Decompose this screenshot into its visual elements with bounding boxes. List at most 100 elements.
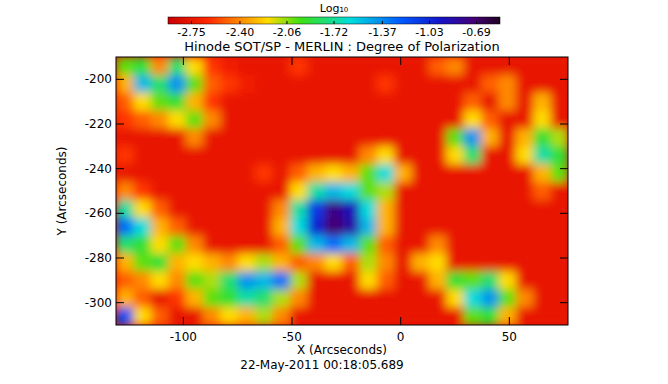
cell [220,289,238,307]
cell [516,164,534,182]
cell [307,57,325,75]
x-tick-top [509,57,510,65]
cell [377,182,395,200]
cell [429,93,447,111]
cell [203,307,221,325]
cell [255,254,273,272]
cell [446,128,464,146]
cell [533,182,551,200]
cell [220,218,238,236]
cell [307,93,325,111]
cell [272,146,290,164]
cell [533,254,551,272]
cell [203,200,221,218]
cells [116,57,568,325]
cell [412,289,430,307]
cell [325,57,343,75]
cell [429,236,447,254]
y-tick-label: -280 [85,251,112,265]
cell [429,254,447,272]
cell [255,93,273,111]
cell [220,254,238,272]
cell [394,289,412,307]
cell [429,128,447,146]
cell [220,271,238,289]
cell [551,93,568,111]
x-tick [292,317,293,325]
cell [342,75,360,93]
cell [255,200,273,218]
y-tick-label: -200 [85,72,112,86]
cell [464,75,482,93]
cell [533,146,551,164]
cell [412,111,430,129]
cell [238,271,256,289]
cell [133,93,151,111]
cell [255,57,273,75]
cell [377,57,395,75]
cell [325,75,343,93]
cell [151,289,169,307]
cell [290,218,308,236]
cell [429,289,447,307]
cell [412,218,430,236]
colorbar-tick [334,21,335,24]
colorbar-tick-label: -2.40 [226,26,254,39]
cell [481,146,499,164]
cell [394,75,412,93]
cell [116,128,134,146]
cell [307,182,325,200]
cell [342,57,360,75]
cell [533,111,551,129]
cell [186,111,204,129]
cell [533,271,551,289]
cell [186,164,204,182]
cell [412,75,430,93]
cell [203,182,221,200]
x-axis-label: X (Arcseconds) [297,343,387,357]
plot-frame [116,57,568,325]
cell [168,93,186,111]
cell [446,254,464,272]
cell [342,236,360,254]
cell [151,93,169,111]
cell [186,289,204,307]
cell [133,307,151,325]
cell [238,307,256,325]
x-tick-label: -100 [170,330,197,344]
cell [272,200,290,218]
cell [203,164,221,182]
cell [481,289,499,307]
cell [151,182,169,200]
cell [342,200,360,218]
cell [464,254,482,272]
cell [151,271,169,289]
cell [377,254,395,272]
cell [151,75,169,93]
cell [429,111,447,129]
cell [307,111,325,129]
cell [464,57,482,75]
cell [272,57,290,75]
cell [429,200,447,218]
cell [429,271,447,289]
cell [533,93,551,111]
cell [168,289,186,307]
cell [220,111,238,129]
cell [359,254,377,272]
cell [429,164,447,182]
cell [342,146,360,164]
cell [186,128,204,146]
cell [307,254,325,272]
cell [272,182,290,200]
cell [307,164,325,182]
cell [186,75,204,93]
cell [394,128,412,146]
x-tick-label: 0 [397,330,405,344]
y-tick-label: -260 [85,206,112,220]
cell [133,289,151,307]
cell [272,164,290,182]
cell [498,218,516,236]
cell [342,164,360,182]
cell [168,218,186,236]
